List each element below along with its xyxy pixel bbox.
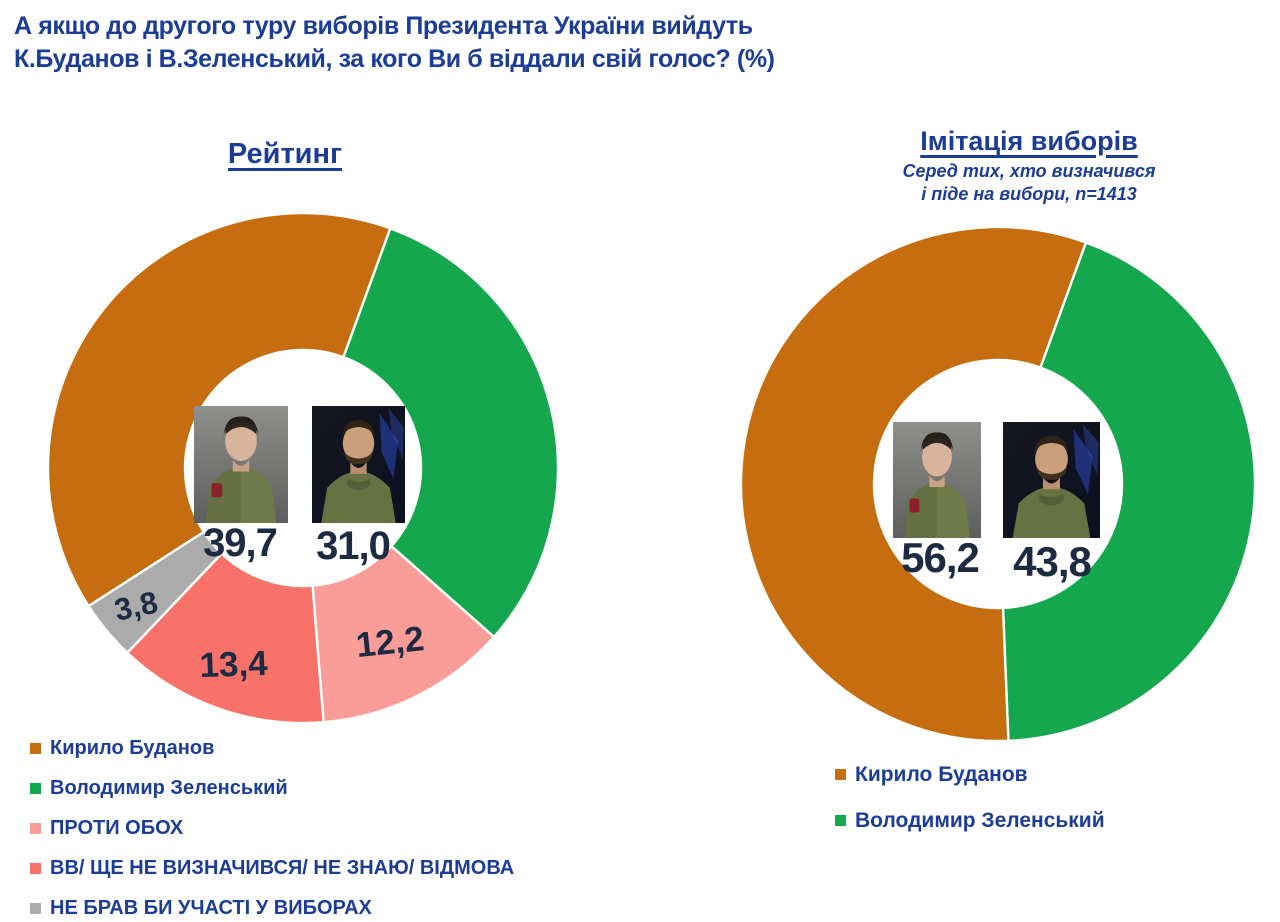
- rating-budanov-photo: [194, 406, 288, 523]
- rating-legend: Кирило Буданов Володимир Зеленський ПРОТ…: [30, 737, 514, 922]
- rating-slice-against-both: [311, 544, 496, 724]
- rating-chart-title: Рейтинг: [227, 138, 343, 170]
- against-both-swatch-icon: [30, 823, 41, 834]
- rating-slice-undecided: [126, 552, 325, 725]
- rating-slice-label-against-both: 12,2: [354, 619, 426, 665]
- simulation-chart-title: Імітація виборів: [920, 126, 1138, 156]
- simulation-subtitle-line1: Серед тих, хто визначився: [902, 161, 1156, 181]
- rating-slice-zelensky: [342, 227, 560, 639]
- simulation-budanov-photo: [893, 422, 981, 538]
- page-title: А якщо до другого туру виборів Президент…: [14, 10, 914, 76]
- would-not-vote-swatch-icon: [30, 903, 41, 914]
- page-title-line1: А якщо до другого туру виборів Президент…: [14, 12, 753, 40]
- simulation-budanov-value: 56,2: [901, 534, 980, 581]
- simulation-legend: Кирило Буданов Володимир Зеленський: [835, 763, 1105, 855]
- legend-item-undecided: ВВ/ ЩЕ НЕ ВИЗНАЧИВСЯ/ НЕ ЗНАЮ/ ВІДМОВА: [30, 857, 514, 880]
- simulation-subtitle-line2: і піде на вибори, n=1413: [921, 184, 1137, 204]
- rating-budanov-value: 39,7: [203, 521, 278, 565]
- legend-item-would-not-vote: НЕ БРАВ БИ УЧАСТІ У ВИБОРАХ: [30, 897, 514, 920]
- legend-item-zelensky: Володимир Зеленський: [30, 777, 514, 800]
- page-title-line2: К.Буданов і В.Зеленський, за кого Ви б в…: [14, 45, 775, 73]
- legend-item-budanov: Кирило Буданов: [30, 737, 514, 760]
- legend-item-budanov: Кирило Буданов: [835, 763, 1105, 786]
- rating-zelensky-value: 31,0: [316, 524, 391, 568]
- budanov-swatch-icon: [835, 769, 846, 780]
- simulation-zelensky-value: 43,8: [1013, 538, 1092, 585]
- zelensky-swatch-icon: [835, 815, 846, 826]
- legend-item-against-both: ПРОТИ ОБОХ: [30, 817, 514, 840]
- simulation-zelensky-photo: [1003, 422, 1100, 538]
- rating-slice-budanov: [46, 211, 392, 608]
- simulation-slice-zelensky: [1001, 241, 1257, 742]
- simulation-chart-subtitle: Серед тих, хто визначився і піде на вибо…: [858, 160, 1200, 206]
- budanov-swatch-icon: [30, 743, 41, 754]
- simulation-slice-budanov: [739, 225, 1088, 743]
- rating-zelensky-photo: [312, 406, 405, 523]
- undecided-swatch-icon: [30, 863, 41, 874]
- legend-item-zelensky: Володимир Зеленський: [835, 809, 1105, 832]
- rating-slice-label-undecided: 13,4: [199, 644, 269, 685]
- zelensky-swatch-icon: [30, 783, 41, 794]
